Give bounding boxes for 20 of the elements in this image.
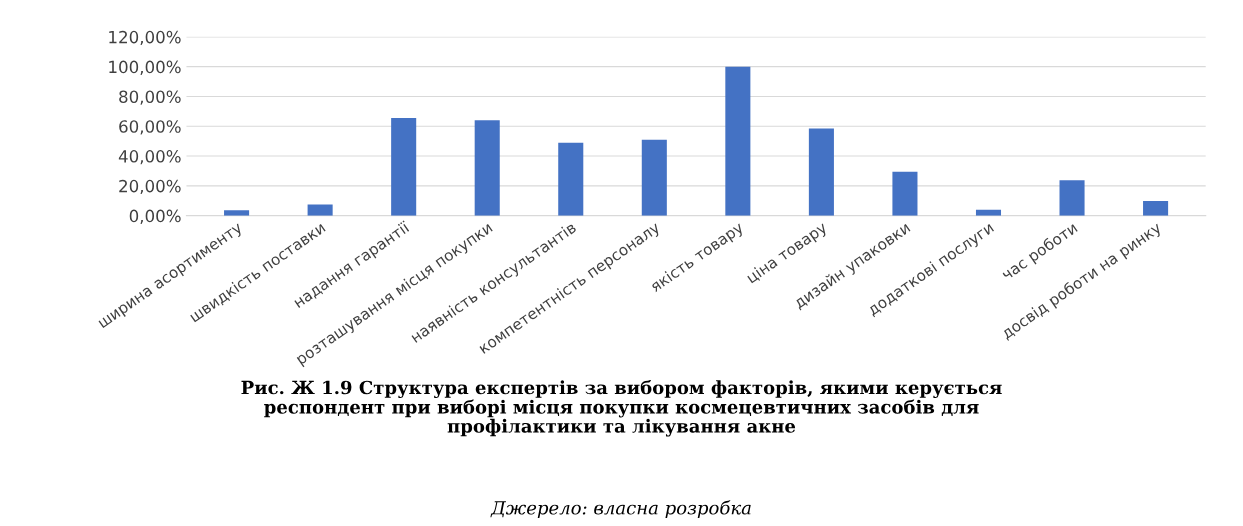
bar: [892, 171, 918, 216]
y-tick-label: 100,00%: [109, 60, 181, 75]
text: Джерело: власна розробка: [490, 500, 751, 519]
y-tick-label: 60,00%: [119, 120, 181, 135]
bar: [725, 66, 751, 216]
bar: [391, 117, 417, 216]
bar: [1059, 180, 1085, 216]
bar: [224, 210, 250, 216]
bar: [474, 120, 500, 216]
bar: [307, 204, 333, 216]
text: Рис. Ж 1.9 Структура експертів за вибором факторів, якими керується респондент при виборі місця покупки космецевтичних засобів для профілактики та лікування акне: [241, 380, 1002, 437]
y-tick-label: 40,00%: [118, 150, 181, 165]
bar: [808, 128, 834, 216]
bar: [558, 142, 584, 216]
y-tick-label: 20,00%: [119, 179, 181, 195]
bar: [641, 139, 667, 216]
y-tick-label: 120,00%: [109, 30, 181, 46]
bar: [1143, 200, 1169, 216]
y-tick-label: 80,00%: [119, 90, 181, 105]
y-tick-label: 0,00%: [129, 209, 181, 224]
